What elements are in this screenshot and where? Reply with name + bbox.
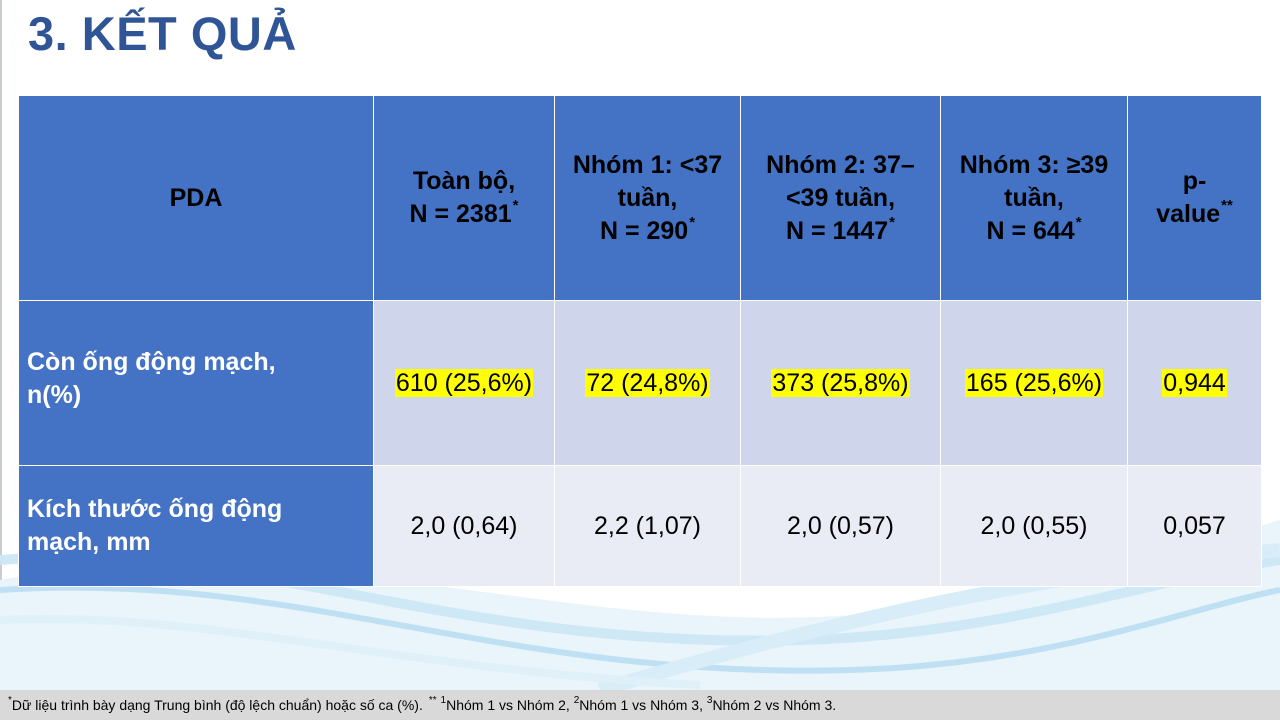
row-label-pda-size: Kích thước ống động mạch, mm — [18, 465, 374, 587]
slide-border — [0, 0, 2, 690]
highlighted-value: 0,944 — [1162, 368, 1227, 397]
table-row-pda-size: Kích thước ống động mạch, mm 2,0 (0,64) … — [18, 465, 1262, 587]
page-title: 3. KẾT QUẢ — [28, 7, 297, 60]
highlighted-value: 373 (25,8%) — [771, 368, 910, 397]
header-total: Toàn bộ, N = 2381* — [373, 95, 555, 301]
cell-group-1: 2,2 (1,07) — [554, 465, 741, 587]
cell-group-3: 165 (25,6%) — [940, 300, 1128, 466]
header-group-1: Nhóm 1: <37 tuần, N = 290* — [554, 95, 741, 301]
cell-p-value: 0,944 — [1127, 300, 1262, 466]
pda-results-table: PDA Toàn bộ, N = 2381* Nhóm 1: <37 tuần,… — [18, 95, 1262, 587]
header-pda: PDA — [18, 95, 374, 301]
highlighted-value: 72 (24,8%) — [585, 368, 710, 397]
cell-group-2: 373 (25,8%) — [740, 300, 941, 466]
header-p-value: p- value** — [1127, 95, 1262, 301]
header-group-3: Nhóm 3: ≥39 tuần, N = 644* — [940, 95, 1128, 301]
table-header-row: PDA Toàn bộ, N = 2381* Nhóm 1: <37 tuần,… — [18, 95, 1262, 301]
cell-p-value: 0,057 — [1127, 465, 1262, 587]
highlighted-value: 610 (25,6%) — [394, 368, 534, 397]
cell-total: 610 (25,6%) — [373, 300, 555, 466]
table-row-pda-presence: Còn ống động mạch, n(%) 610 (25,6%) 72 (… — [18, 300, 1262, 466]
footnote: *Dữ liệu trình bày dạng Trung bình (độ l… — [0, 690, 1280, 720]
header-group-2: Nhóm 2: 37– <39 tuần, N = 1447* — [740, 95, 941, 301]
row-label-pda-presence: Còn ống động mạch, n(%) — [18, 300, 374, 466]
highlighted-value: 165 (25,6%) — [964, 368, 1104, 397]
cell-group-2: 2,0 (0,57) — [740, 465, 941, 587]
cell-group-3: 2,0 (0,55) — [940, 465, 1128, 587]
cell-total: 2,0 (0,64) — [373, 465, 555, 587]
cell-group-1: 72 (24,8%) — [554, 300, 741, 466]
